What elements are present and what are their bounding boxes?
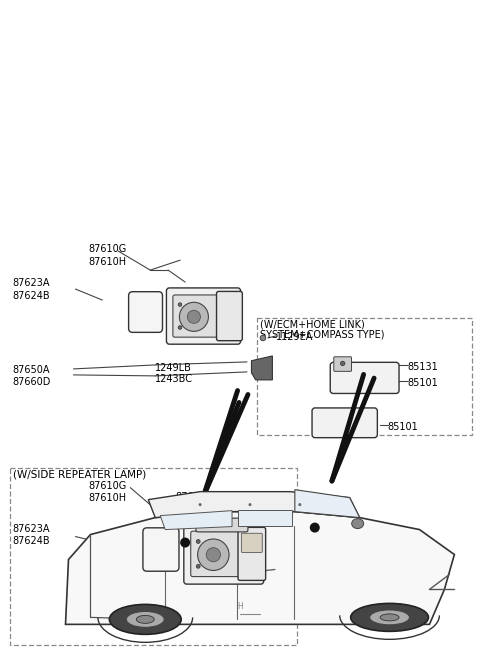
Circle shape [178, 303, 182, 307]
Ellipse shape [352, 519, 364, 529]
Ellipse shape [380, 614, 399, 621]
Ellipse shape [126, 611, 164, 627]
Bar [10, 468, 298, 645]
Text: 85131: 85131 [408, 362, 438, 372]
Circle shape [196, 565, 200, 569]
FancyBboxPatch shape [167, 288, 240, 344]
Ellipse shape [109, 605, 181, 634]
Polygon shape [148, 492, 360, 517]
Text: 87623A
87624B: 87623A 87624B [12, 278, 50, 301]
FancyBboxPatch shape [216, 291, 242, 341]
Circle shape [340, 361, 345, 365]
FancyBboxPatch shape [330, 362, 399, 394]
FancyBboxPatch shape [334, 357, 351, 371]
Text: 87623A
87624B: 87623A 87624B [12, 523, 50, 546]
Ellipse shape [136, 616, 154, 624]
Polygon shape [295, 490, 360, 517]
Circle shape [198, 539, 229, 571]
Polygon shape [160, 511, 232, 530]
Circle shape [180, 303, 208, 331]
Text: 1243BC: 1243BC [155, 374, 193, 384]
FancyBboxPatch shape [241, 533, 262, 552]
Ellipse shape [351, 603, 429, 631]
Text: 85101: 85101 [408, 378, 438, 388]
Polygon shape [238, 510, 292, 525]
Circle shape [196, 540, 200, 544]
FancyBboxPatch shape [143, 528, 179, 571]
FancyBboxPatch shape [173, 295, 219, 337]
Circle shape [180, 538, 190, 548]
Text: H: H [237, 602, 243, 611]
Circle shape [206, 548, 220, 562]
Circle shape [187, 310, 201, 324]
FancyBboxPatch shape [184, 523, 264, 584]
Circle shape [178, 326, 182, 329]
Circle shape [299, 503, 301, 506]
Text: 87650A
87660D: 87650A 87660D [12, 365, 51, 387]
FancyBboxPatch shape [312, 408, 377, 438]
FancyBboxPatch shape [196, 518, 248, 532]
FancyBboxPatch shape [129, 291, 163, 332]
Circle shape [249, 503, 252, 506]
FancyBboxPatch shape [238, 527, 265, 580]
Text: (W/ECM+HOME LINK): (W/ECM+HOME LINK) [260, 319, 365, 329]
FancyBboxPatch shape [191, 531, 240, 576]
Polygon shape [65, 512, 455, 624]
Text: 87610G
87610H: 87610G 87610H [88, 244, 127, 267]
Text: 87610G
87610H: 87610G 87610H [88, 481, 127, 503]
Ellipse shape [370, 610, 409, 625]
Text: 1129EA: 1129EA [276, 332, 313, 342]
Text: SYSTEM+COMPASS TYPE): SYSTEM+COMPASS TYPE) [260, 330, 384, 340]
Text: 85101: 85101 [387, 422, 419, 432]
Polygon shape [252, 356, 273, 380]
Text: (W/SIDE REPEATER LAMP): (W/SIDE REPEATER LAMP) [12, 470, 146, 479]
Circle shape [199, 503, 202, 506]
Text: 1249LB: 1249LB [155, 363, 192, 373]
Circle shape [310, 523, 320, 533]
Circle shape [260, 335, 266, 341]
Text: 87613L
87614L: 87613L 87614L [175, 492, 211, 514]
Bar [257, 318, 472, 436]
